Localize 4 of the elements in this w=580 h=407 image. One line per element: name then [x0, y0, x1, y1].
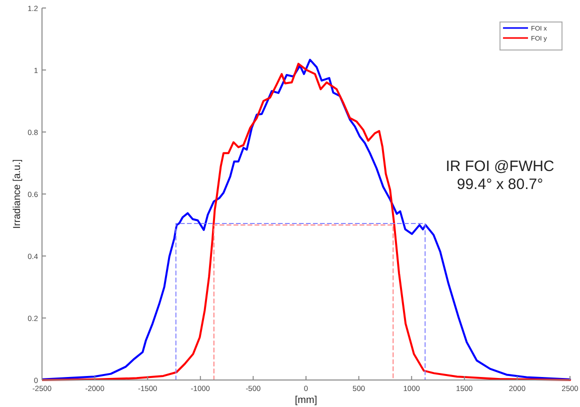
y-axis-title: Irradiance [a.u.] [12, 159, 23, 229]
x-axis-title: [mm] [294, 395, 318, 406]
annotation: 99.4° x 80.7° [456, 176, 544, 193]
annotation: IR FOI @FWHC [446, 158, 554, 175]
